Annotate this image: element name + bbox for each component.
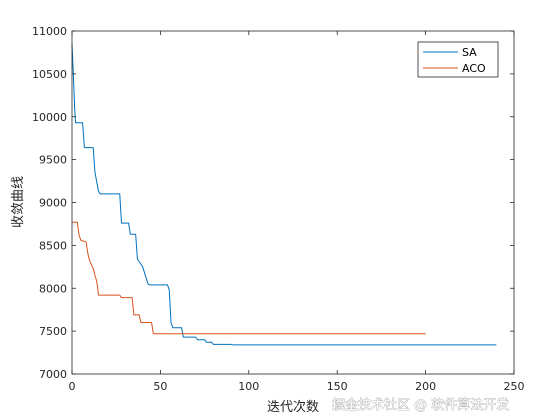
legend-label-aco: ACO xyxy=(462,62,486,75)
y-tick-label: 7000 xyxy=(39,368,67,381)
y-tick-label: 8000 xyxy=(39,282,67,295)
series-layer xyxy=(71,43,497,346)
legend-box xyxy=(417,41,499,78)
x-axis-label: 迭代次数 xyxy=(267,399,319,415)
x-tick-label: 150 xyxy=(327,380,348,393)
y-tick-label: 10500 xyxy=(32,68,67,81)
series-line-aco xyxy=(72,221,426,335)
y-tick-label: 9500 xyxy=(39,154,67,167)
y-axis-label: 收敛曲线 xyxy=(10,176,26,228)
y-tick-label: 8500 xyxy=(39,239,67,252)
y-tick-label: 11000 xyxy=(32,25,67,38)
x-tick-label: 50 xyxy=(153,380,167,393)
x-tick-label: 0 xyxy=(69,380,76,393)
watermark: 掘金技术社区 @ 软件算法开发 xyxy=(332,397,509,413)
legend: SA ACO xyxy=(417,41,499,78)
x-tick-label: 200 xyxy=(415,380,436,393)
y-tick-label: 10000 xyxy=(32,111,67,124)
ticks-layer: 0 50 100 150 200 250 7000 7500 8000 8500 9000 9500 1… xyxy=(32,25,525,393)
plot-area xyxy=(72,31,514,374)
series-line-sa xyxy=(71,43,497,346)
y-tick-label: 7500 xyxy=(39,325,67,338)
x-tick-label: 250 xyxy=(504,380,525,393)
y-tick-label: 9000 xyxy=(39,197,67,210)
legend-label-sa: SA xyxy=(462,46,477,59)
x-tick-label: 100 xyxy=(238,380,259,393)
